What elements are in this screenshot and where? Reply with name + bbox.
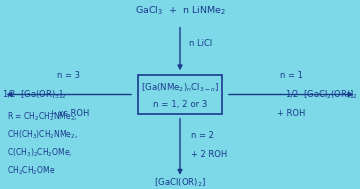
FancyBboxPatch shape <box>138 75 222 114</box>
Text: + xs ROH: + xs ROH <box>49 109 89 118</box>
Text: R = CH$_2$CH$_2$NMe$_2$,: R = CH$_2$CH$_2$NMe$_2$, <box>7 111 78 123</box>
Text: [GaCl(OR)$_2$]: [GaCl(OR)$_2$] <box>154 176 206 189</box>
Text: n = 1, 2 or 3: n = 1, 2 or 3 <box>153 100 207 109</box>
Text: n = 1: n = 1 <box>280 71 303 80</box>
Text: CH$_2$CH$_2$OMe: CH$_2$CH$_2$OMe <box>7 164 55 177</box>
Text: n LiCl: n LiCl <box>189 39 212 48</box>
Text: n = 3: n = 3 <box>57 71 80 80</box>
Text: [Ga(NMe$_2$)$_n$Cl$_{3-n}$]: [Ga(NMe$_2$)$_n$Cl$_{3-n}$] <box>141 82 219 94</box>
Text: n = 2: n = 2 <box>191 131 214 140</box>
Text: C(CH$_3$)$_2$CH$_2$OMe,: C(CH$_3$)$_2$CH$_2$OMe, <box>7 146 73 159</box>
Text: CH(CH$_3$)CH$_2$NMe$_2$,: CH(CH$_3$)CH$_2$NMe$_2$, <box>7 129 78 141</box>
Text: GaCl$_3$  +  n LiNMe$_2$: GaCl$_3$ + n LiNMe$_2$ <box>135 4 225 17</box>
Text: + 2 ROH: + 2 ROH <box>191 150 227 159</box>
Text: 1/2  [GaCl$_2$(OR)]$_2$: 1/2 [GaCl$_2$(OR)]$_2$ <box>285 88 358 101</box>
Text: + ROH: + ROH <box>277 109 305 118</box>
Text: 1/2  [Ga(OR)$_3$]$_2$: 1/2 [Ga(OR)$_3$]$_2$ <box>2 88 67 101</box>
